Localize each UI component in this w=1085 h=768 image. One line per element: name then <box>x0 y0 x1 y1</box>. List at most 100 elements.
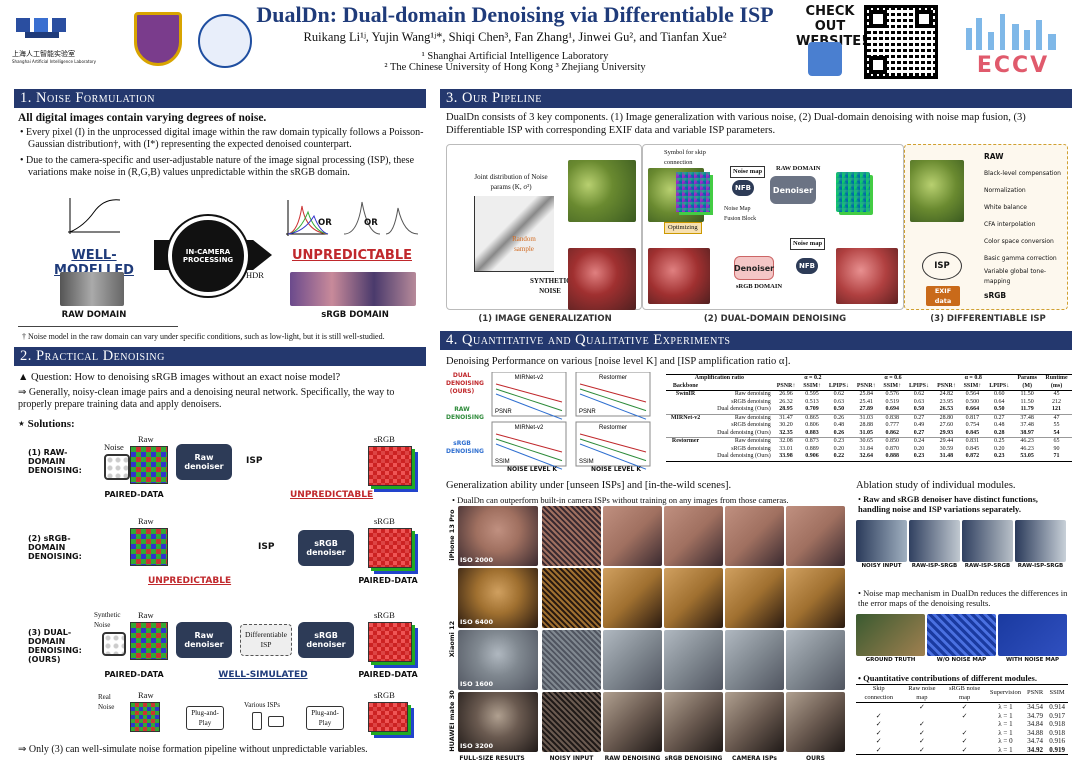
row2-label: (2) sRGB-DOMAIN DENOISING: <box>28 534 82 561</box>
table-cell: 0.918 <box>1049 728 1065 737</box>
table-cell: MIRNet-v2 <box>670 414 701 421</box>
table-cell: 34.92 <box>1027 745 1043 754</box>
sec1-headline: All digital images contain varying degre… <box>18 112 267 124</box>
table-cell: 26.32 <box>779 398 793 405</box>
joint-dist-plot <box>474 196 554 272</box>
table-cell: 0.754 <box>965 422 980 428</box>
table-cell: ✓ <box>875 728 882 737</box>
row4-srgb-label: sRGB <box>374 690 395 700</box>
perf-subplot: MIRNet-v2 PSNR <box>491 372 567 420</box>
table-cell <box>666 446 705 454</box>
table-header-cell: Supervision <box>989 689 1021 697</box>
table-cell: 0.865 <box>805 414 819 421</box>
subplot-metric: PSNR <box>579 409 596 415</box>
ablation-image <box>927 614 996 656</box>
joint-dist-label: Joint distribution of Noise params (K, σ… <box>474 173 548 191</box>
sec2-solutions: ⋆ Solutions: <box>18 418 75 430</box>
nfb-2-label: NFB <box>799 262 815 270</box>
isp-step: Normalization <box>984 187 1026 194</box>
table-cell: 0.917 <box>1049 711 1065 720</box>
table-cell: ✓ <box>918 720 925 728</box>
section-3-header: 3. Our Pipeline <box>440 89 1072 108</box>
table-header-cell: (M) <box>1022 382 1033 389</box>
table-cell: 0.850 <box>885 438 899 444</box>
ablation-image <box>962 520 1013 562</box>
phone-label: iPhone 13 Pro <box>448 509 456 561</box>
table-cell: 0.27 <box>913 414 925 421</box>
crop-result <box>786 506 845 566</box>
gen-title-text: Generalization ability under [unseen ISP… <box>446 480 732 491</box>
random-sample-label: Random sample <box>512 235 536 253</box>
table-cell: 0.48 <box>833 422 845 428</box>
gen-caption: NOISY INPUT <box>549 755 594 762</box>
row3-srgb-label: sRGB <box>374 610 395 620</box>
table-header-cell: SSIM <box>1049 689 1065 697</box>
table-cell: ✓ <box>961 711 968 720</box>
row3-label: (3) DUAL-DOMAIN DENOISING: (OURS) <box>28 628 82 664</box>
table-cell: Dual denoising (Ours) <box>717 429 771 436</box>
srgb-input-image <box>648 248 710 304</box>
table-cell: 28.95 <box>779 406 793 412</box>
crop-result <box>725 692 784 752</box>
qr-code-icon[interactable] <box>864 5 938 79</box>
table-cell: 53.05 <box>1020 453 1034 459</box>
table-cell: 0.845 <box>965 445 980 452</box>
table-cell: 28.88 <box>859 422 873 428</box>
authors: Ruikang Li¹ʲ, Yujin Wang¹ʲ*, Shiqi Chen³… <box>303 30 727 44</box>
full-size-result <box>458 692 538 752</box>
row2-isp: ISP <box>258 542 275 552</box>
crop-result <box>664 568 723 628</box>
pipeline-panel-2 <box>642 144 904 310</box>
table-cell: 25.84 <box>859 391 873 397</box>
crop-result <box>603 568 662 628</box>
table-cell <box>666 453 705 461</box>
isp-step: White balance <box>984 204 1027 211</box>
gen-bullet: • DualDn can outperform built-in camera … <box>452 495 789 505</box>
table-header-cell: LPIPS↓ <box>828 382 849 389</box>
ablation-bullet-3: • Quantitative contributions of differen… <box>858 673 1037 683</box>
ablation-bullet-1: • Raw and sRGB denoiser have distinct fu… <box>858 494 1038 514</box>
crop-result <box>664 506 723 566</box>
subplot-metric: SSIM <box>495 459 510 465</box>
zju-logo-icon <box>198 14 252 68</box>
table-cell: 0.63 <box>913 398 925 405</box>
crop-result <box>664 630 723 690</box>
series-line <box>495 433 563 453</box>
table-cell: 31.84 <box>859 445 873 452</box>
table-header-cell: PSNR↑ <box>856 382 876 389</box>
table-cell <box>942 720 987 729</box>
exif-label: EXIF data <box>934 287 952 305</box>
table-cell: 29.93 <box>939 429 954 436</box>
table-cell: 0.888 <box>885 453 899 459</box>
pipeline-panel-1 <box>446 144 642 310</box>
table-cell: 0.576 <box>885 391 899 397</box>
table-cell: 0.595 <box>805 391 819 397</box>
isp-step: Black-level compensation <box>984 170 1061 177</box>
crop-result <box>542 692 601 752</box>
generalization-grid: ISO 2000 ISO 6400 ISO 1600 ISO 3200 iPhone 1… <box>446 506 848 754</box>
table-header-cell: PSNR <box>1026 689 1044 697</box>
row3-diff-isp-label: Differentiable ISP <box>245 630 287 649</box>
clean-apples-image <box>568 160 636 222</box>
full-size-result <box>458 630 538 690</box>
row1-noise-label: Noise <box>104 442 124 452</box>
table-cell: 0.872 <box>965 453 980 459</box>
footnote-rule <box>18 326 178 327</box>
row1-raw-denoiser: Raw denoiser <box>176 444 232 480</box>
table-cell: 0.23 <box>833 438 845 444</box>
iso-label: ISO 2000 <box>460 556 493 564</box>
crop-result <box>725 630 784 690</box>
table-cell: 0.27 <box>913 429 925 436</box>
isp-step: Variable global tone-mapping <box>984 268 1047 285</box>
table-cell: 0.26 <box>833 429 845 436</box>
ablation-caption: WITH NOISE MAP <box>1005 657 1060 663</box>
optimizing-label: Optimizing <box>664 222 702 234</box>
table-cell: 31.48 <box>939 453 954 459</box>
raw-denoiser-block: Denoiser <box>770 176 816 204</box>
noise-map-label-1: Noise map <box>730 166 766 178</box>
table-cell: Raw denoising <box>734 438 771 444</box>
row2-srgb-stack <box>368 528 412 568</box>
section-2-header: 2. Practical Denoising <box>14 347 426 366</box>
table-row: sRGB denoising 30.20 0.806 0.48 28.88 0.777 0.… <box>666 422 1072 430</box>
srgb-domain-label: sRGB DOMAIN <box>321 310 389 320</box>
